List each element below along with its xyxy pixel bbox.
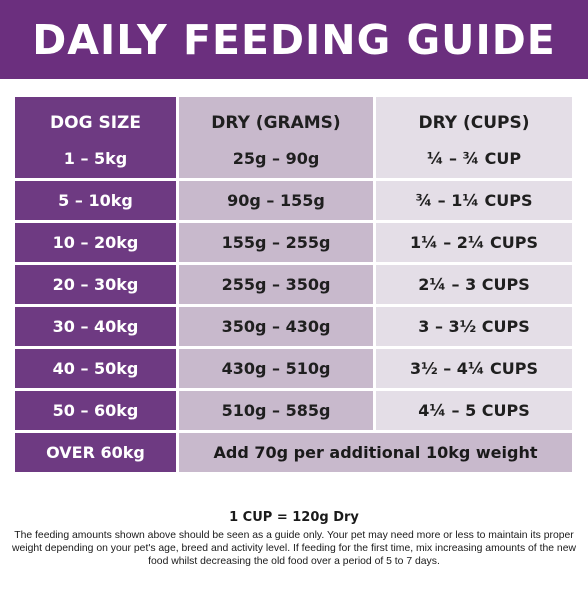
row-cups: ¾ – 1¼ CUPS (376, 181, 572, 220)
row-cups: 2¼ – 3 CUPS (376, 265, 572, 304)
title-banner: DAILY FEEDING GUIDE (0, 0, 588, 79)
row-size: 10 – 20kg (15, 223, 176, 262)
row-cups: 3½ – 4¼ CUPS (376, 349, 572, 388)
row-cups: 1¼ – 2¼ CUPS (376, 223, 572, 262)
row-grams: 255g – 350g (179, 265, 373, 304)
footer: 1 CUP = 120g Dry The feeding amounts sho… (0, 510, 588, 568)
row-size-over-60: OVER 60kg (15, 433, 176, 472)
additional-weight-note: Add 70g per additional 10kg weight (179, 433, 572, 472)
row-size: 20 – 30kg (15, 265, 176, 304)
cup-conversion: 1 CUP = 120g Dry (229, 510, 359, 525)
row-grams: 25g – 90g (179, 139, 373, 178)
row-grams: 155g – 255g (179, 223, 373, 262)
row-size: 30 – 40kg (15, 307, 176, 346)
disclaimer-text: The feeding amounts shown above should b… (12, 530, 576, 567)
row-size: 40 – 50kg (15, 349, 176, 388)
row-grams: 510g – 585g (179, 391, 373, 430)
row-grams: 90g – 155g (179, 181, 373, 220)
row-cups: ¼ – ¾ CUP (376, 139, 572, 178)
row-cups: 3 – 3½ CUPS (376, 307, 572, 346)
feeding-table: DOG SIZE DRY (GRAMS) DRY (CUPS) 1 – 5kg … (15, 97, 572, 472)
page-title: DAILY FEEDING GUIDE (32, 15, 556, 64)
row-size: 5 – 10kg (15, 181, 176, 220)
row-size: 50 – 60kg (15, 391, 176, 430)
row-grams: 350g – 430g (179, 307, 373, 346)
row-cups: 4¼ – 5 CUPS (376, 391, 572, 430)
row-size: 1 – 5kg (15, 139, 176, 178)
row-grams: 430g – 510g (179, 349, 373, 388)
